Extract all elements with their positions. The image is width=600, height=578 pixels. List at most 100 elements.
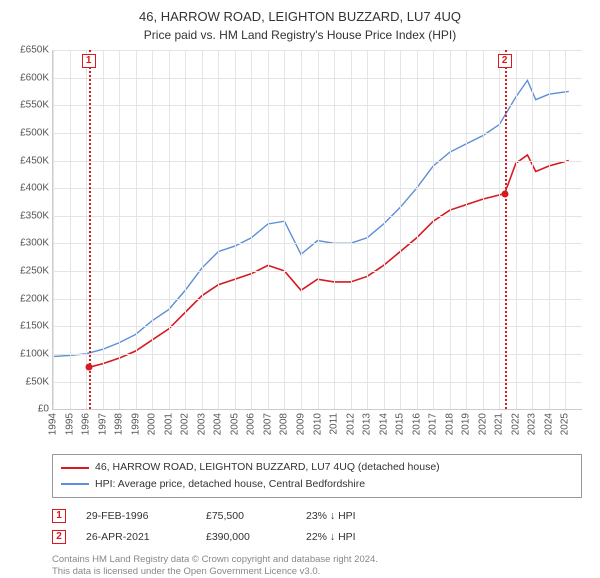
y-axis-label: £50K — [26, 376, 49, 387]
x-axis-label: 2007 — [262, 413, 273, 435]
grid-line-vertical — [185, 50, 186, 409]
grid-line-vertical — [218, 50, 219, 409]
grid-line-vertical — [235, 50, 236, 409]
grid-line-vertical — [53, 50, 54, 409]
x-axis-label: 1995 — [64, 413, 75, 435]
annotation-row: 129-FEB-1996£75,50023% ↓ HPI — [52, 506, 592, 527]
x-axis-label: 2000 — [147, 413, 158, 435]
annotation-price: £75,500 — [206, 506, 286, 527]
annotation-marker: 1 — [52, 509, 66, 523]
annotation-comparison: 22% ↓ HPI — [306, 527, 356, 548]
grid-line-vertical — [400, 50, 401, 409]
grid-line-vertical — [136, 50, 137, 409]
grid-line-vertical — [86, 50, 87, 409]
grid-line-vertical — [450, 50, 451, 409]
legend-item: HPI: Average price, detached house, Cent… — [61, 476, 573, 493]
x-axis-label: 2008 — [279, 413, 290, 435]
sale-point-dot — [85, 364, 92, 371]
grid-line-vertical — [351, 50, 352, 409]
grid-line-vertical — [516, 50, 517, 409]
reference-marker: 2 — [498, 54, 512, 68]
chart-container: 46, HARROW ROAD, LEIGHTON BUZZARD, LU7 4… — [8, 8, 592, 578]
x-axis-label: 2002 — [180, 413, 191, 435]
x-axis-label: 2017 — [428, 413, 439, 435]
sale-point-dot — [501, 190, 508, 197]
y-axis-label: £150K — [20, 321, 49, 332]
legend-swatch — [61, 467, 89, 469]
x-axis-label: 2014 — [378, 413, 389, 435]
series-line-property — [89, 155, 569, 367]
x-axis-label: 2011 — [329, 413, 340, 435]
annotation-date: 29-FEB-1996 — [86, 506, 186, 527]
x-axis-label: 2020 — [477, 413, 488, 435]
x-axis-label: 2013 — [362, 413, 373, 435]
x-axis-label: 2025 — [560, 413, 571, 435]
grid-line-vertical — [532, 50, 533, 409]
annotation-marker: 2 — [52, 530, 66, 544]
y-axis-label: £300K — [20, 238, 49, 249]
annotation-price: £390,000 — [206, 527, 286, 548]
grid-line-vertical — [417, 50, 418, 409]
grid-line-vertical — [268, 50, 269, 409]
x-axis-label: 2019 — [461, 413, 472, 435]
x-axis-label: 2018 — [444, 413, 455, 435]
grid-line-vertical — [152, 50, 153, 409]
x-axis-label: 2015 — [395, 413, 406, 435]
footnote-line2: This data is licensed under the Open Gov… — [52, 566, 592, 578]
y-axis-label: £500K — [20, 128, 49, 139]
x-axis-label: 1998 — [114, 413, 125, 435]
grid-line-vertical — [284, 50, 285, 409]
x-axis-label: 2009 — [295, 413, 306, 435]
footnote: Contains HM Land Registry data © Crown c… — [52, 554, 592, 578]
grid-line-vertical — [70, 50, 71, 409]
x-axis-label: 2001 — [163, 413, 174, 435]
grid-line-vertical — [565, 50, 566, 409]
grid-line-vertical — [103, 50, 104, 409]
x-axis-label: 2004 — [213, 413, 224, 435]
y-axis-label: £350K — [20, 210, 49, 221]
plot-area: £0£50K£100K£150K£200K£250K£300K£350K£400… — [52, 50, 582, 410]
grid-line-vertical — [318, 50, 319, 409]
legend-label: HPI: Average price, detached house, Cent… — [95, 476, 365, 493]
grid-line-vertical — [169, 50, 170, 409]
grid-line-vertical — [334, 50, 335, 409]
grid-line-vertical — [483, 50, 484, 409]
reference-line — [89, 50, 91, 409]
reference-marker: 1 — [82, 54, 96, 68]
x-axis-label: 2022 — [510, 413, 521, 435]
x-axis-label: 2012 — [345, 413, 356, 435]
y-axis-label: £400K — [20, 183, 49, 194]
x-axis-label: 1997 — [97, 413, 108, 435]
x-axis-label: 2024 — [543, 413, 554, 435]
y-axis-label: £550K — [20, 100, 49, 111]
y-axis-label: £650K — [20, 45, 49, 56]
reference-line — [505, 50, 507, 409]
grid-line-vertical — [301, 50, 302, 409]
x-axis-label: 1996 — [81, 413, 92, 435]
y-axis-label: £450K — [20, 155, 49, 166]
x-axis-label: 2010 — [312, 413, 323, 435]
annotation-date: 26-APR-2021 — [86, 527, 186, 548]
series-line-hpi — [53, 81, 569, 357]
grid-line-vertical — [466, 50, 467, 409]
grid-line-vertical — [119, 50, 120, 409]
legend: 46, HARROW ROAD, LEIGHTON BUZZARD, LU7 4… — [52, 454, 582, 498]
grid-line-vertical — [367, 50, 368, 409]
legend-label: 46, HARROW ROAD, LEIGHTON BUZZARD, LU7 4… — [95, 459, 440, 476]
annotation-row: 2 26-APR-2021 £390,000 22% ↓ HPI — [52, 527, 592, 548]
x-axis-label: 2021 — [494, 413, 505, 435]
x-axis-label: 2006 — [246, 413, 257, 435]
grid-line-vertical — [433, 50, 434, 409]
y-axis-label: £200K — [20, 293, 49, 304]
x-axis-label: 2016 — [411, 413, 422, 435]
grid-line-vertical — [202, 50, 203, 409]
chart-title: 46, HARROW ROAD, LEIGHTON BUZZARD, LU7 4… — [8, 8, 592, 26]
x-axis-label: 2005 — [229, 413, 240, 435]
annotations: 129-FEB-1996£75,50023% ↓ HPI226-APR-2021… — [52, 506, 592, 548]
grid-line-vertical — [251, 50, 252, 409]
grid-line-vertical — [384, 50, 385, 409]
y-axis-label: £250K — [20, 266, 49, 277]
grid-line-vertical — [499, 50, 500, 409]
legend-item: 46, HARROW ROAD, LEIGHTON BUZZARD, LU7 4… — [61, 459, 573, 476]
y-axis-label: £100K — [20, 348, 49, 359]
